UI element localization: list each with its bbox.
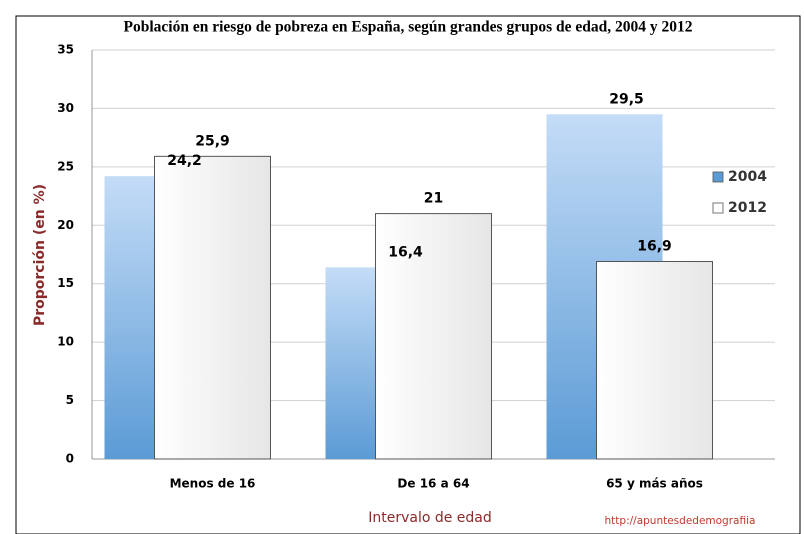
value-label: 21 xyxy=(424,191,443,207)
bar xyxy=(154,155,271,460)
y-tick-label: 15 xyxy=(57,276,74,290)
x-axis-label: Intervalo de edad xyxy=(368,510,492,526)
y-tick-label: 10 xyxy=(57,335,74,349)
y-tick-label: 25 xyxy=(57,159,74,173)
x-tick-label: De 16 a 64 xyxy=(397,477,469,491)
value-label: 29,5 xyxy=(609,91,644,107)
y-axis-label: Proporción (en %) xyxy=(32,184,48,326)
x-tick-label: 65 y más años xyxy=(606,477,703,491)
x-tick-label: Menos de 16 xyxy=(170,477,256,491)
legend-swatch xyxy=(712,171,724,183)
legend-label: 2004 xyxy=(728,169,767,185)
source-annotation: http://apuntesdedemografiia xyxy=(605,515,756,527)
chart-title: Población en riesgo de pobreza en España… xyxy=(124,19,693,36)
value-label: 25,9 xyxy=(195,133,230,149)
bar xyxy=(596,261,713,460)
legend-label: 2012 xyxy=(728,200,767,216)
value-label: 16,4 xyxy=(388,244,423,260)
y-tick-label: 5 xyxy=(66,393,74,407)
frame xyxy=(15,15,801,534)
y-tick-label: 20 xyxy=(57,218,74,232)
value-label: 16,9 xyxy=(637,239,672,255)
y-tick-label: 35 xyxy=(57,43,74,57)
bar xyxy=(375,213,492,460)
y-tick-label: 0 xyxy=(66,452,74,466)
y-tick-label: 30 xyxy=(57,101,74,115)
legend-swatch xyxy=(712,202,724,214)
value-label: 24,2 xyxy=(167,153,202,169)
